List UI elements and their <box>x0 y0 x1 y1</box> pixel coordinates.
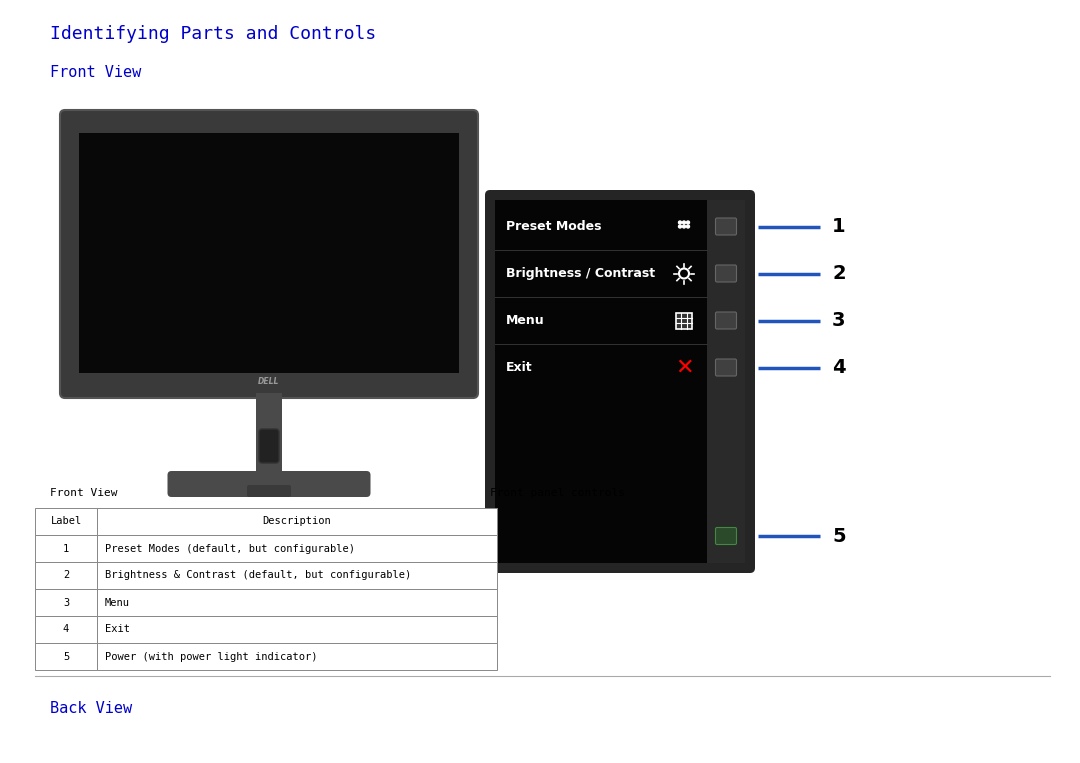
Text: 5: 5 <box>832 526 846 546</box>
Bar <box>35 535 97 562</box>
Circle shape <box>687 221 689 224</box>
Circle shape <box>678 225 681 228</box>
Text: Front View: Front View <box>50 488 118 498</box>
Text: Preset Modes (default, but configurable): Preset Modes (default, but configurable) <box>105 543 355 553</box>
Text: Exit: Exit <box>507 361 532 374</box>
Circle shape <box>683 221 686 224</box>
Text: Identifying Parts and Controls: Identifying Parts and Controls <box>50 25 376 43</box>
FancyBboxPatch shape <box>167 471 370 497</box>
Text: Exit: Exit <box>105 624 130 635</box>
Bar <box>79 133 459 373</box>
Bar <box>35 643 97 670</box>
FancyBboxPatch shape <box>485 190 755 573</box>
Bar <box>97 535 497 562</box>
Bar <box>97 562 497 589</box>
Text: Brightness & Contrast (default, but configurable): Brightness & Contrast (default, but conf… <box>105 571 411 581</box>
Bar <box>256 393 282 488</box>
FancyBboxPatch shape <box>715 218 737 235</box>
Bar <box>97 508 497 535</box>
Text: Description: Description <box>262 517 332 526</box>
FancyBboxPatch shape <box>715 312 737 329</box>
Text: Power (with power light indicator): Power (with power light indicator) <box>105 652 318 662</box>
FancyBboxPatch shape <box>715 359 737 376</box>
Text: Brightness / Contrast: Brightness / Contrast <box>507 267 656 280</box>
Text: 2: 2 <box>63 571 69 581</box>
Bar <box>35 562 97 589</box>
Text: 4: 4 <box>63 624 69 635</box>
FancyBboxPatch shape <box>60 110 478 398</box>
Text: Label: Label <box>51 517 82 526</box>
Text: 3: 3 <box>63 597 69 607</box>
Bar <box>35 508 97 535</box>
Bar <box>495 200 707 563</box>
Circle shape <box>687 225 689 228</box>
Bar <box>97 616 497 643</box>
Bar <box>676 313 692 329</box>
Text: Front View: Front View <box>50 65 141 80</box>
Bar <box>35 616 97 643</box>
Text: 5: 5 <box>63 652 69 662</box>
FancyBboxPatch shape <box>715 265 737 282</box>
Text: ✕: ✕ <box>675 358 693 378</box>
Text: DELL: DELL <box>258 377 280 386</box>
FancyBboxPatch shape <box>247 485 291 497</box>
Bar <box>97 643 497 670</box>
Circle shape <box>678 221 681 224</box>
FancyBboxPatch shape <box>259 429 279 463</box>
Text: Preset Modes: Preset Modes <box>507 220 602 233</box>
Text: Menu: Menu <box>507 314 544 327</box>
Text: Back View: Back View <box>50 701 132 716</box>
Text: Menu: Menu <box>105 597 130 607</box>
Bar <box>97 589 497 616</box>
Bar <box>35 589 97 616</box>
Bar <box>707 200 745 563</box>
Text: 3: 3 <box>832 311 846 330</box>
FancyBboxPatch shape <box>715 527 737 545</box>
Text: 2: 2 <box>832 264 846 283</box>
Text: 4: 4 <box>832 358 846 377</box>
Text: 1: 1 <box>832 217 846 236</box>
Text: 1: 1 <box>63 543 69 553</box>
Circle shape <box>683 225 686 228</box>
Text: Front panel controls: Front panel controls <box>490 488 625 498</box>
